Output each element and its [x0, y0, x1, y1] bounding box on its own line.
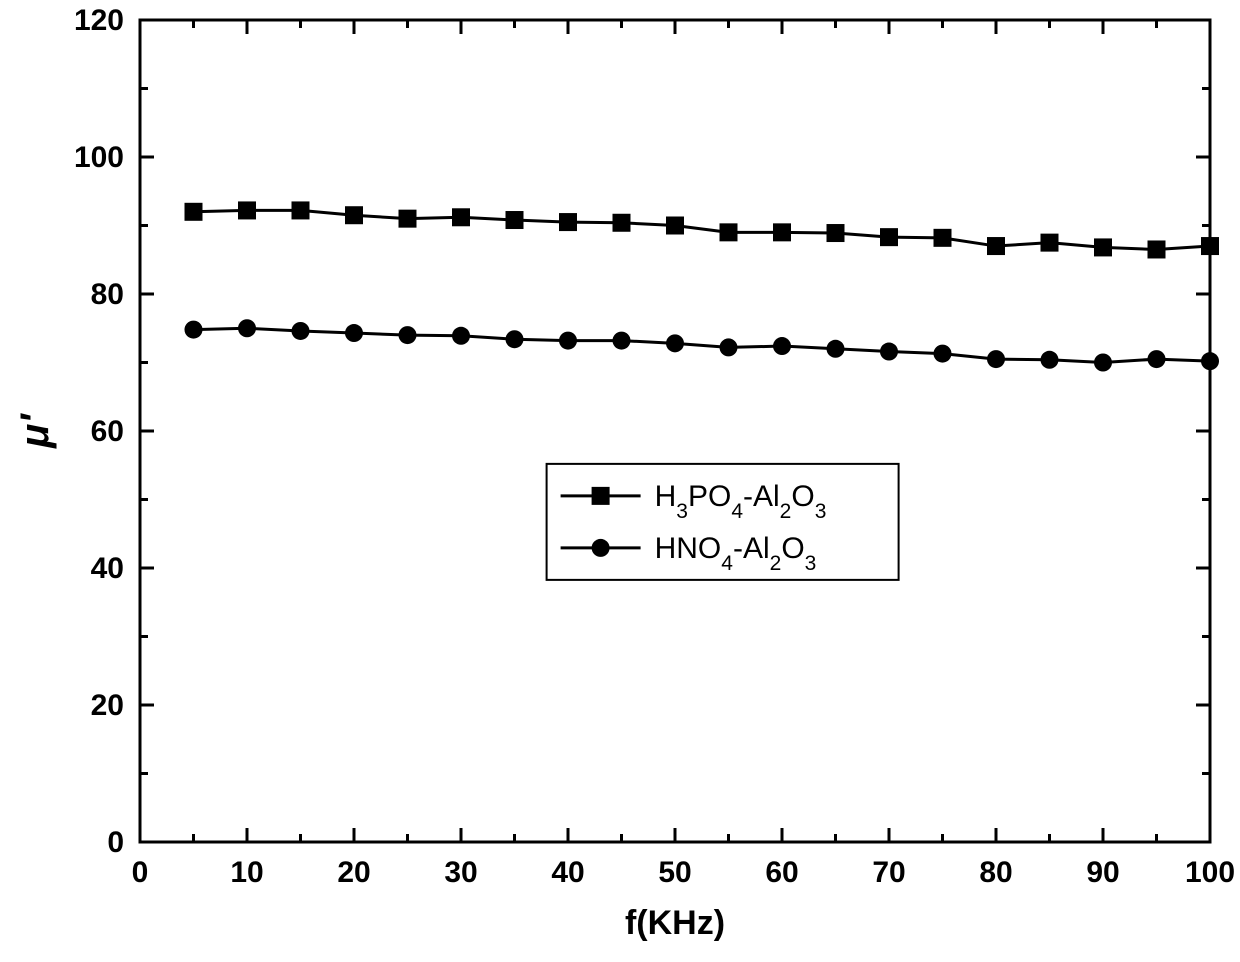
legend-marker-h3po4: [592, 487, 610, 505]
marker-hno4: [773, 337, 791, 355]
marker-hno4: [987, 350, 1005, 368]
x-tick-label: 70: [872, 856, 905, 889]
y-tick-label: 40: [91, 552, 124, 585]
marker-h3po4: [559, 213, 577, 231]
x-axis-label: f(KHz): [625, 904, 725, 942]
marker-h3po4: [666, 217, 684, 235]
legend-label-hno4: HNO4-Al2O3: [655, 532, 817, 575]
marker-hno4: [1094, 354, 1112, 372]
y-tick-label: 0: [107, 826, 124, 859]
marker-hno4: [1041, 351, 1059, 369]
x-tick-label: 0: [132, 856, 149, 889]
marker-h3po4: [987, 237, 1005, 255]
marker-hno4: [452, 327, 470, 345]
y-tick-label: 80: [91, 278, 124, 311]
x-tick-label: 30: [444, 856, 477, 889]
y-tick-label: 20: [91, 689, 124, 722]
permeability-chart: 0 10 20 30 40 50 60 70 80 90 100 0 20 40 60 80 100 120 f(K…: [0, 0, 1240, 962]
x-tick-label: 10: [230, 856, 263, 889]
legend: H3PO4-Al2O3 HNO4-Al2O3: [547, 464, 899, 580]
marker-hno4: [720, 338, 738, 356]
marker-h3po4: [1041, 234, 1059, 252]
marker-hno4: [399, 326, 417, 344]
legend-label-h3po4: H3PO4-Al2O3: [655, 480, 827, 523]
marker-h3po4: [613, 214, 631, 232]
marker-hno4: [827, 340, 845, 358]
plot-border: [140, 20, 1210, 842]
marker-hno4: [934, 345, 952, 363]
marker-hno4: [666, 334, 684, 352]
y-tick-label: 120: [74, 4, 124, 37]
marker-hno4: [880, 343, 898, 361]
marker-h3po4: [720, 223, 738, 241]
marker-h3po4: [1094, 238, 1112, 256]
x-tick-label: 80: [979, 856, 1012, 889]
marker-hno4: [345, 324, 363, 342]
marker-h3po4: [880, 228, 898, 246]
marker-h3po4: [506, 211, 524, 229]
marker-hno4: [613, 332, 631, 350]
marker-h3po4: [399, 210, 417, 228]
marker-h3po4: [773, 223, 791, 241]
marker-h3po4: [1148, 240, 1166, 258]
y-axis-label: μ': [13, 413, 57, 449]
marker-hno4: [506, 330, 524, 348]
marker-hno4: [1201, 352, 1219, 370]
marker-h3po4: [452, 208, 470, 226]
marker-hno4: [185, 321, 203, 339]
marker-hno4: [1148, 350, 1166, 368]
legend-marker-hno4: [592, 539, 610, 557]
marker-h3po4: [345, 206, 363, 224]
x-tick-label: 50: [658, 856, 691, 889]
y-tick-label: 100: [74, 141, 124, 174]
x-tick-label: 100: [1185, 856, 1235, 889]
marker-h3po4: [238, 201, 256, 219]
x-tick-label: 60: [765, 856, 798, 889]
marker-hno4: [292, 322, 310, 340]
marker-hno4: [238, 319, 256, 337]
marker-hno4: [559, 332, 577, 350]
y-tick-label: 60: [91, 415, 124, 448]
x-tick-label: 20: [337, 856, 370, 889]
x-tick-label: 40: [551, 856, 584, 889]
marker-h3po4: [827, 224, 845, 242]
marker-h3po4: [934, 229, 952, 247]
x-tick-label: 90: [1086, 856, 1119, 889]
marker-h3po4: [185, 203, 203, 221]
marker-h3po4: [292, 201, 310, 219]
marker-h3po4: [1201, 237, 1219, 255]
